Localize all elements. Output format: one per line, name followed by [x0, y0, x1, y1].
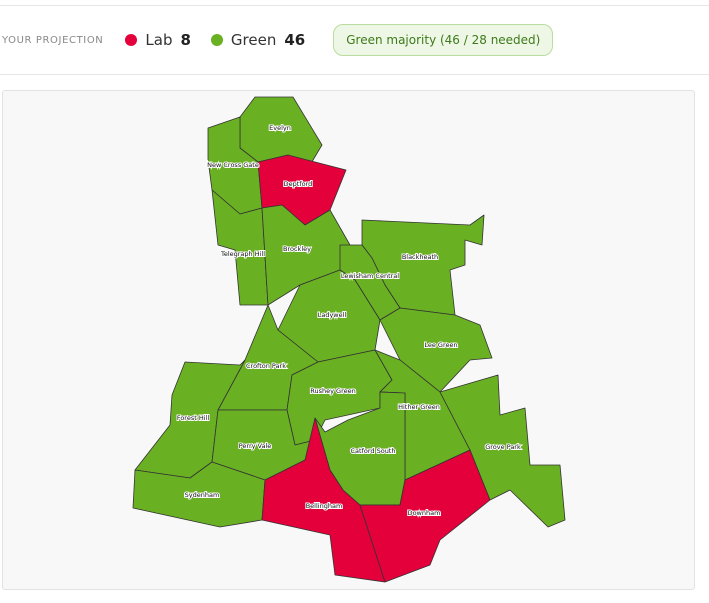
- ward-label: Crofton Park: [246, 362, 286, 370]
- ward-label: Sydenham: [185, 491, 220, 499]
- party-seats: 8: [180, 31, 191, 49]
- party-entry: Lab 8: [125, 31, 191, 49]
- ward-label: Catford South: [351, 447, 396, 455]
- party-seats: 46: [284, 31, 306, 49]
- ward-label: Rushey Green: [310, 387, 355, 395]
- party-name: Lab: [145, 31, 173, 49]
- party-dot: [125, 34, 138, 46]
- ward: [359, 449, 491, 583]
- ward-label: Forest Hill: [177, 414, 210, 422]
- party-entry: Green 46: [210, 31, 306, 49]
- party-list: Lab 8 Green 46: [125, 31, 325, 49]
- ward-label: New Cross Gate: [207, 161, 259, 169]
- party-name: Green: [230, 31, 277, 49]
- ward-label: Perry Vale: [239, 442, 272, 450]
- party-dot: [210, 34, 223, 46]
- ward-label: Telegraph Hill: [220, 250, 265, 258]
- ward: [379, 307, 493, 393]
- ward-label: Downham: [408, 509, 441, 517]
- projection-label: YOUR PROJECTION: [2, 34, 104, 46]
- ward-label: Evelyn: [269, 124, 291, 132]
- projection-bar: YOUR PROJECTION Lab 8 Green 46 Green majori…: [0, 5, 709, 75]
- majority-badge: Green majority (46 / 28 needed): [333, 24, 554, 56]
- ward-label: Bellingham: [306, 502, 343, 510]
- ward-label: Brockley: [283, 245, 311, 253]
- ward: [211, 189, 269, 306]
- ward-label: Hither Green: [398, 403, 440, 411]
- ward-label: Lewisham Central: [341, 272, 399, 280]
- ward-label: Grove Park: [485, 443, 521, 451]
- ward-label: Lee Green: [424, 341, 457, 349]
- ward-label: Blackheath: [402, 253, 438, 261]
- ward-label: Ladywell: [318, 311, 347, 319]
- ward-label: Deptford: [284, 180, 313, 188]
